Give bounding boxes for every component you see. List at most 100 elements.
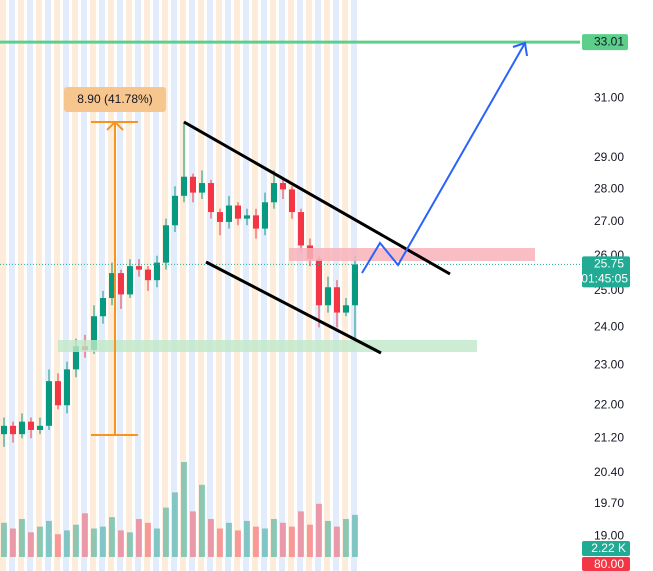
- volume-bar: [28, 532, 34, 557]
- volume-bar: [109, 517, 115, 557]
- y-tick-label: 22.00: [594, 397, 624, 411]
- volume-bar: [280, 522, 286, 557]
- candle-body: [289, 189, 295, 213]
- volume-bar: [298, 511, 304, 557]
- y-tick-label: 29.00: [594, 150, 624, 164]
- candle-body: [181, 176, 187, 196]
- session-background: [0, 0, 360, 571]
- volume-bar: [64, 530, 70, 557]
- channel-bottom: [205, 260, 382, 355]
- y-tick-label: 20.40: [594, 465, 624, 479]
- candle-body: [226, 205, 232, 222]
- level-label: 33.01: [594, 34, 624, 48]
- volume-bar: [127, 532, 133, 557]
- y-tick-label: 23.00: [594, 358, 624, 372]
- volume-bar: [325, 520, 331, 557]
- volume-bar: [136, 519, 142, 557]
- volume-bar: [253, 526, 259, 557]
- y-tick-label: 19.00: [594, 529, 624, 543]
- volume-bar: [19, 519, 25, 557]
- volume-bar: [46, 520, 52, 557]
- measure-label: 8.90 (41.78%): [77, 92, 152, 106]
- candle-body: [325, 287, 331, 306]
- volume-bar: [82, 513, 88, 557]
- y-tick-label: 27.00: [594, 214, 624, 228]
- volume-bar: [100, 526, 106, 557]
- candle-body: [334, 287, 340, 313]
- candle-body: [46, 381, 52, 426]
- plot-area: [0, 40, 580, 557]
- volume-badge: [582, 541, 630, 556]
- channel-top: [183, 120, 451, 276]
- projection-path: [361, 42, 526, 274]
- volume-bar: [289, 526, 295, 557]
- measure: [91, 120, 138, 436]
- volume-bar: [199, 484, 205, 557]
- measure-arrow: [106, 120, 124, 131]
- candle-body: [190, 176, 196, 193]
- volume-bar: [37, 526, 43, 557]
- volume-bar: [307, 524, 313, 557]
- extra-badge: [582, 557, 630, 571]
- price-badge: [582, 256, 630, 288]
- price-countdown: 01:45:05: [581, 272, 628, 286]
- candle-body: [109, 273, 115, 299]
- volume-bar: [271, 519, 277, 557]
- volume-bar: [181, 462, 187, 557]
- volume-bar: [55, 534, 61, 557]
- y-tick-label: 31.00: [594, 90, 624, 104]
- volume-bar: [154, 528, 160, 557]
- candle-body: [352, 264, 358, 306]
- support-zone: [58, 340, 477, 352]
- candle-body: [55, 381, 61, 406]
- candle-body: [154, 262, 160, 281]
- candle-body: [10, 425, 16, 435]
- candle-body: [118, 273, 124, 295]
- candle-body: [316, 259, 322, 306]
- resistance-zone: [289, 248, 535, 261]
- price-axis: 31.0029.0028.0027.0026.0025.0024.0023.00…: [581, 34, 630, 571]
- candle-body: [136, 266, 142, 270]
- candle-body: [262, 202, 268, 229]
- candle-body: [28, 421, 34, 430]
- candle-body: [208, 183, 214, 213]
- candle-body: [163, 225, 169, 263]
- candle-body: [19, 421, 25, 435]
- volume-bar: [235, 530, 241, 557]
- candle-body: [253, 215, 259, 229]
- volume-bar: [172, 492, 178, 557]
- volume-bar: [262, 528, 268, 557]
- extra-label: 80.00: [594, 557, 624, 571]
- level-badge: [582, 34, 628, 51]
- volume-bar: [244, 520, 250, 557]
- volume-bar: [343, 519, 349, 557]
- candle-body: [298, 212, 304, 246]
- volume-bar: [226, 522, 232, 557]
- volume-bar: [163, 507, 169, 557]
- candle-body: [271, 183, 277, 203]
- volume-bar: [316, 503, 322, 557]
- volume-bar: [352, 514, 358, 557]
- candle-body: [343, 305, 349, 313]
- candle-body: [37, 425, 43, 430]
- y-tick-label: 24.00: [594, 320, 624, 334]
- volume-bar: [91, 528, 97, 557]
- volume-bar: [73, 524, 79, 557]
- volume-bar: [145, 522, 151, 557]
- candle-body: [280, 183, 286, 190]
- price-label: 25.75: [594, 257, 624, 271]
- candle-body: [199, 183, 205, 193]
- volume-bar: [118, 530, 124, 557]
- candle-body: [145, 269, 151, 281]
- volume-bar: [208, 519, 214, 557]
- candle-body: [235, 205, 241, 219]
- projection-arrow: [512, 41, 528, 57]
- candle-body: [1, 425, 7, 435]
- volume-bar: [10, 528, 16, 557]
- candle-body: [244, 215, 250, 219]
- volume-bar: [190, 511, 196, 557]
- candle-body: [172, 195, 178, 226]
- candle-body: [64, 369, 70, 406]
